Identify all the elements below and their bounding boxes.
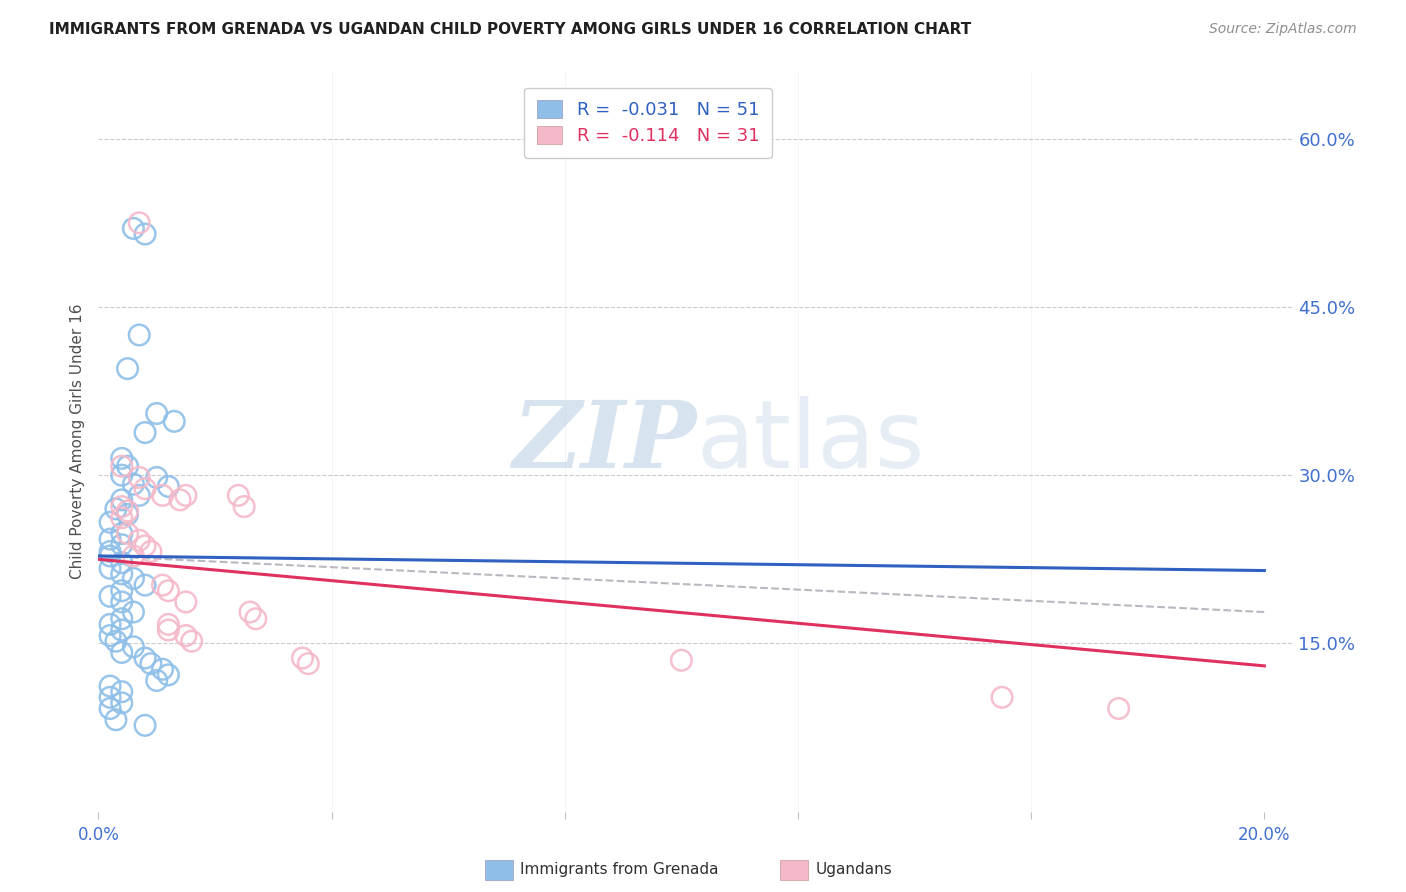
Point <box>111 684 134 698</box>
Point <box>111 583 134 598</box>
Point <box>180 634 202 648</box>
Text: IMMIGRANTS FROM GRENADA VS UGANDAN CHILD POVERTY AMONG GIRLS UNDER 16 CORRELATIO: IMMIGRANTS FROM GRENADA VS UGANDAN CHILD… <box>49 22 972 37</box>
Point <box>111 526 134 541</box>
Point <box>128 533 150 548</box>
Point <box>117 504 139 518</box>
Point <box>111 511 134 525</box>
Point <box>134 718 156 732</box>
Point <box>145 673 167 688</box>
Point <box>152 578 174 592</box>
Point <box>671 653 693 667</box>
Point <box>157 617 180 632</box>
Y-axis label: Child Poverty Among Girls Under 16: Child Poverty Among Girls Under 16 <box>69 304 84 579</box>
Point <box>157 668 180 682</box>
Point <box>98 617 121 632</box>
Point <box>233 500 256 514</box>
Point <box>111 451 134 466</box>
Point <box>98 679 121 693</box>
Point <box>111 556 134 570</box>
Point <box>157 479 180 493</box>
Point <box>122 221 145 235</box>
Point <box>104 713 127 727</box>
Point <box>134 425 156 440</box>
Point <box>145 407 167 421</box>
Point <box>134 482 156 496</box>
Point <box>111 492 134 507</box>
Point <box>111 468 134 483</box>
Point <box>98 590 121 604</box>
Text: Source: ZipAtlas.com: Source: ZipAtlas.com <box>1209 22 1357 37</box>
Point <box>122 605 145 619</box>
Text: ZIP: ZIP <box>512 397 696 486</box>
Text: Ugandans: Ugandans <box>815 863 893 877</box>
Point <box>98 701 121 715</box>
Point <box>98 516 121 530</box>
Point <box>128 470 150 484</box>
Point <box>245 612 267 626</box>
Point <box>111 696 134 710</box>
Point <box>174 488 197 502</box>
Point <box>134 651 156 665</box>
Point <box>134 227 156 241</box>
Point <box>111 566 134 581</box>
Point <box>145 470 167 484</box>
Point <box>117 459 139 474</box>
Point <box>122 477 145 491</box>
Text: Immigrants from Grenada: Immigrants from Grenada <box>520 863 718 877</box>
Point <box>152 488 174 502</box>
Point <box>111 612 134 626</box>
Point <box>297 657 319 671</box>
Point <box>128 216 150 230</box>
Point <box>98 690 121 705</box>
Point <box>104 634 127 648</box>
Point <box>111 459 134 474</box>
Point <box>117 526 139 541</box>
Point <box>239 605 262 619</box>
Point <box>1108 701 1130 715</box>
Point <box>174 629 197 643</box>
Point <box>163 414 186 428</box>
Point <box>98 544 121 558</box>
Point <box>111 595 134 609</box>
Point <box>134 578 156 592</box>
Legend: R =  -0.031   N = 51, R =  -0.114   N = 31: R = -0.031 N = 51, R = -0.114 N = 31 <box>524 87 772 158</box>
Point <box>157 583 180 598</box>
Point <box>104 501 127 516</box>
Point <box>169 492 191 507</box>
Point <box>157 623 180 637</box>
Point <box>134 539 156 553</box>
Point <box>117 508 139 522</box>
Point <box>139 657 162 671</box>
Point <box>98 532 121 546</box>
Point <box>117 361 139 376</box>
Point <box>122 549 145 563</box>
Point <box>174 595 197 609</box>
Point <box>991 690 1014 705</box>
Point <box>128 328 150 343</box>
Point <box>111 623 134 637</box>
Point <box>291 651 314 665</box>
Point <box>111 645 134 659</box>
Point <box>228 488 250 502</box>
Point <box>111 538 134 552</box>
Point <box>122 640 145 654</box>
Point <box>98 549 121 563</box>
Point <box>122 571 145 585</box>
Point <box>152 662 174 676</box>
Text: atlas: atlas <box>696 395 924 488</box>
Point <box>139 544 162 558</box>
Point <box>98 561 121 575</box>
Point <box>98 629 121 643</box>
Point <box>128 488 150 502</box>
Point <box>111 500 134 514</box>
